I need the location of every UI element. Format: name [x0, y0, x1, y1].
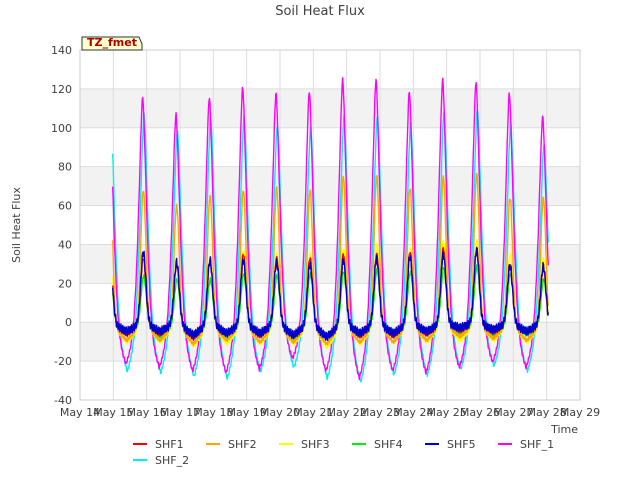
y-tick-label: 40 — [58, 238, 72, 251]
legend-item-shf1: SHF1 — [133, 438, 184, 451]
series-line-shf-2 — [112, 108, 549, 383]
x-tick-label: May 23 — [360, 406, 400, 419]
series-layer — [112, 77, 549, 383]
plot-band — [80, 50, 580, 89]
x-axis-label: Time — [550, 423, 578, 436]
legend-item-shf-1: SHF_1 — [498, 438, 554, 451]
annotation-box: TZ_fmet — [81, 36, 143, 51]
legend-label: SHF3 — [301, 438, 330, 451]
annotation-box-shape — [81, 36, 143, 51]
series-line-shf5 — [112, 247, 549, 342]
series-line-shf2 — [112, 172, 549, 347]
x-tick-label: May 18 — [193, 406, 233, 419]
plot-band — [80, 127, 580, 167]
x-tick-label: May 28 — [527, 406, 567, 419]
plot-background — [80, 50, 580, 400]
legend-label: SHF5 — [447, 438, 476, 451]
y-tick-label: 20 — [58, 277, 72, 290]
x-tick-label: May 17 — [160, 406, 200, 419]
x-tick-label: May 20 — [260, 406, 300, 419]
plot-band — [80, 283, 580, 323]
plot-band — [80, 166, 580, 206]
legend-item-shf3: SHF3 — [279, 438, 330, 451]
x-tick-label: May 24 — [393, 406, 433, 419]
x-tick-label: May 19 — [227, 406, 267, 419]
x-tick-label: May 15 — [93, 406, 133, 419]
legend-label: SHF4 — [374, 438, 403, 451]
x-tick-label: May 14 — [60, 406, 100, 419]
chart-title: Soil Heat Flux — [275, 4, 365, 19]
y-tick-label: 80 — [58, 161, 72, 174]
legend-label: SHF_1 — [520, 438, 554, 451]
legend-item-shf5: SHF5 — [425, 438, 476, 451]
x-tick-label: May 29 — [560, 406, 600, 419]
y-tick-label: -20 — [54, 355, 72, 368]
y-tick-label: 140 — [51, 44, 72, 57]
x-tick-label: May 26 — [460, 406, 500, 419]
x-tick-label: May 16 — [127, 406, 167, 419]
legend-item-shf-2: SHF_2 — [133, 454, 189, 467]
y-tick-label: 0 — [65, 316, 72, 329]
legend-label: SHF1 — [155, 438, 184, 451]
legend: SHF1 SHF2 SHF3 SHF4 SHF5 SHF_1 SHF_2 — [133, 438, 554, 467]
legend-item-shf2: SHF2 — [206, 438, 257, 451]
plot-band — [80, 205, 580, 245]
legend-item-shf4: SHF4 — [352, 438, 403, 451]
plot-border — [79, 49, 581, 401]
y-axis-label: Soil Heat Flux — [10, 187, 23, 263]
x-tick-label: May 25 — [427, 406, 467, 419]
y-tick-label: 60 — [58, 200, 72, 213]
y-axis: -40 -20 0 20 40 60 80 100 120 140 — [51, 44, 72, 407]
x-tick-label: May 21 — [293, 406, 333, 419]
legend-label: SHF2 — [228, 438, 257, 451]
x-tick-label: May 27 — [493, 406, 533, 419]
y-tick-label: -40 — [54, 394, 72, 407]
y-tick-label: 100 — [51, 122, 72, 135]
legend-label: SHF_2 — [155, 454, 189, 467]
annotation-label: TZ_fmet — [87, 36, 137, 49]
x-tick-label: May 22 — [327, 406, 367, 419]
plot-band — [80, 244, 580, 284]
y-tick-label: 120 — [51, 83, 72, 96]
plot-band — [80, 88, 580, 128]
